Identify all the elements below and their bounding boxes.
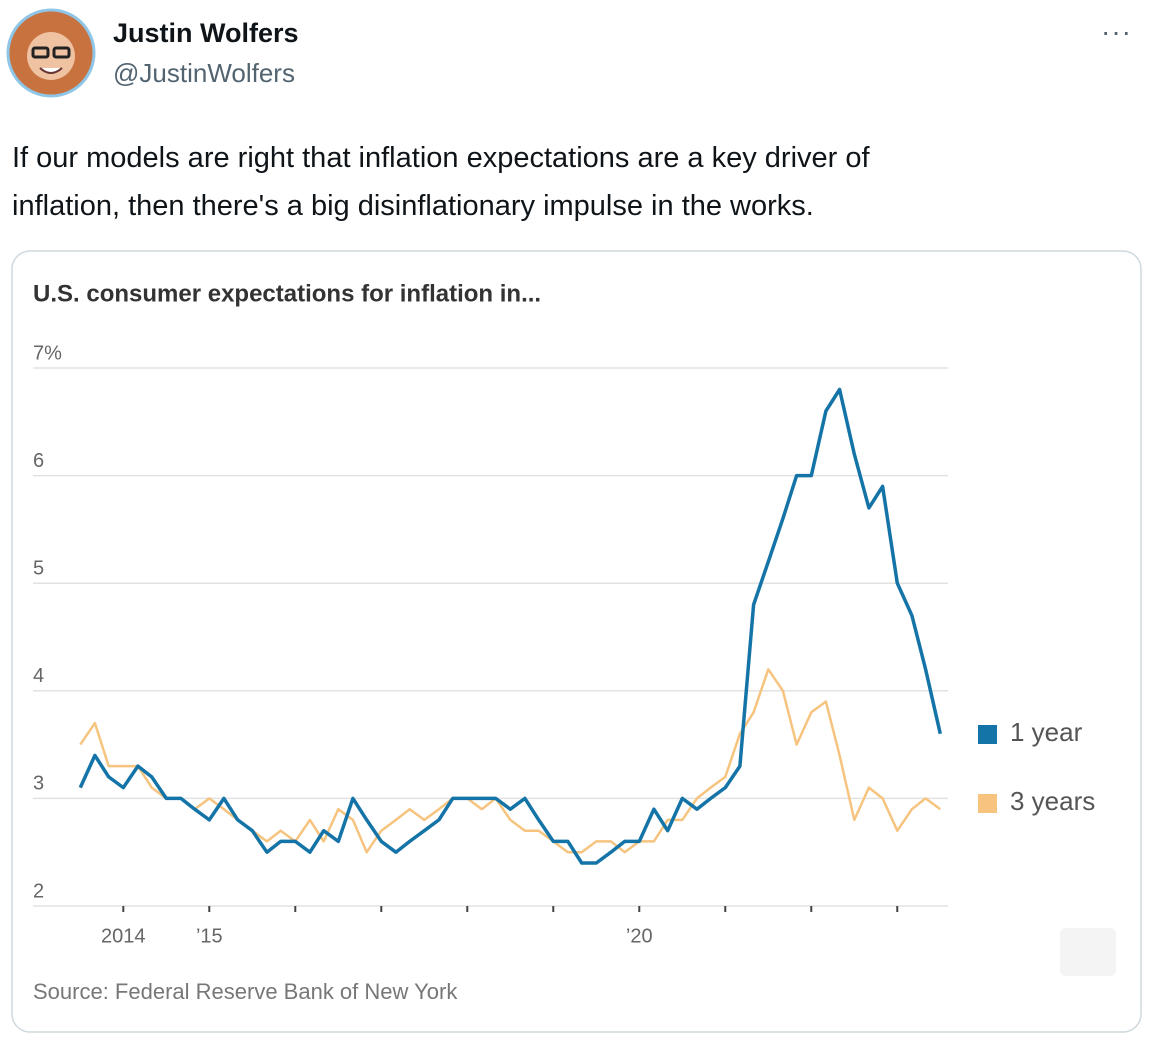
- y-tick-label: 3: [33, 773, 44, 795]
- author-handle[interactable]: @JustinWolfers: [113, 58, 295, 88]
- text-line: If our models are right that inflation e…: [12, 142, 870, 174]
- x-tick-label: ’20: [626, 925, 653, 947]
- more-menu[interactable]: ···: [1101, 16, 1132, 47]
- legend-swatch: [978, 794, 997, 813]
- legend-label: 1 year: [1010, 717, 1083, 747]
- tweet-text: If our models are right that inflation e…: [12, 134, 870, 230]
- x-tick-label: ’15: [196, 925, 223, 947]
- x-tick-label: 2014: [101, 925, 146, 947]
- series-line: [79, 668, 942, 854]
- overlay-button[interactable]: [1060, 928, 1116, 976]
- card[interactable]: [11, 250, 1142, 1033]
- y-tick-label: 6: [33, 450, 44, 472]
- y-tick-label: 5: [33, 557, 44, 579]
- y-tick-label: 4: [33, 665, 44, 687]
- y-tick-label: 7%: [33, 342, 62, 364]
- author-name[interactable]: Justin Wolfers: [113, 18, 299, 48]
- legend-swatch: [978, 725, 997, 744]
- avatar[interactable]: [6, 8, 96, 98]
- chart-title: U.S. consumer expectations for inflation…: [33, 280, 541, 307]
- series-line: [78, 387, 943, 865]
- text-line: inflation, then there's a big disinflati…: [12, 190, 814, 222]
- source: Source: Federal Reserve Bank of New York: [33, 979, 458, 1004]
- legend-label: 3 years: [1010, 786, 1095, 816]
- y-tick-label: 2: [33, 880, 44, 902]
